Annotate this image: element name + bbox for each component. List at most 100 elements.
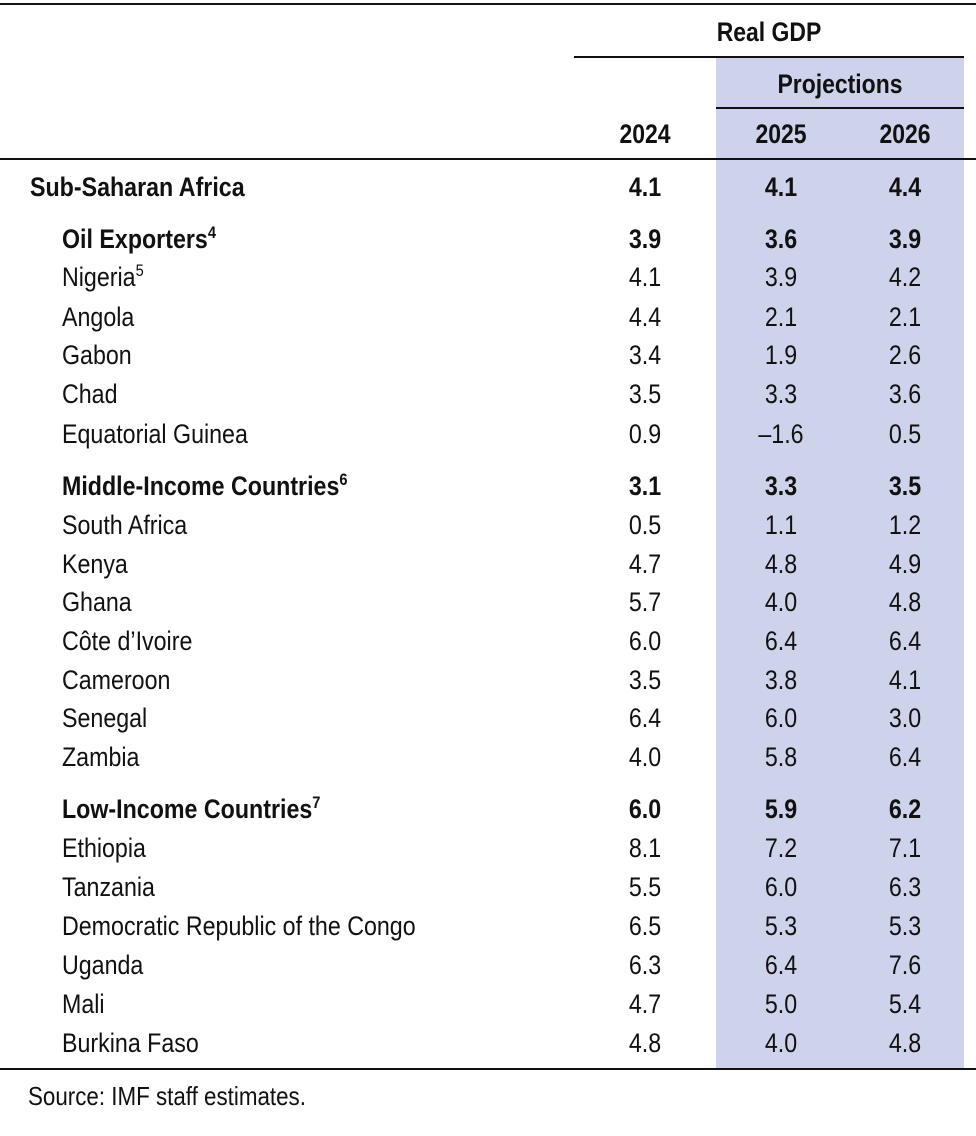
value-2024: 6.3 — [628, 950, 662, 980]
value-2024: 3.1 — [628, 471, 662, 501]
value-2024: 4.1 — [628, 172, 662, 202]
value-2026: 6.4 — [888, 626, 922, 656]
value-2024: 5.7 — [628, 587, 662, 617]
value-2024: 4.1 — [628, 262, 662, 292]
value-2024: 3.9 — [628, 224, 662, 254]
value-2025: 3.3 — [764, 379, 798, 409]
value-2025: 6.0 — [764, 872, 798, 902]
table-row: Mali 4.7 5.0 5.4 — [0, 985, 976, 1024]
value-2026: 5.3 — [888, 911, 922, 941]
year-header-2025: 2025 — [755, 119, 807, 149]
value-2024: 4.7 — [628, 989, 662, 1019]
row-label: Ghana — [62, 587, 132, 617]
value-2024: 4.7 — [628, 549, 662, 579]
table-row-group: Middle-Income Countries6 3.1 3.3 3.5 — [0, 467, 976, 506]
value-2024: 4.4 — [628, 302, 662, 332]
year-header-2026: 2026 — [879, 119, 931, 149]
value-2024: 4.8 — [628, 1028, 662, 1058]
value-2025: 3.9 — [764, 262, 798, 292]
projections-shading — [716, 58, 964, 1070]
row-label: Senegal — [62, 703, 148, 733]
table-row: Cameroon 3.5 3.8 4.1 — [0, 661, 976, 700]
table-row: Gabon 3.4 1.9 2.6 — [0, 336, 976, 375]
value-2024: 5.5 — [628, 872, 662, 902]
value-2025: 5.8 — [764, 742, 798, 772]
table-row: Côte d’Ivoire 6.0 6.4 6.4 — [0, 622, 976, 661]
value-2026: 4.9 — [888, 549, 922, 579]
source-note: Source: IMF staff estimates. — [28, 1081, 306, 1111]
value-2026: 1.2 — [888, 510, 922, 540]
value-2025: 3.6 — [764, 224, 798, 254]
value-2025: 6.4 — [764, 950, 798, 980]
value-2025: 4.8 — [764, 549, 798, 579]
value-2025: 3.8 — [764, 665, 798, 695]
value-2026: 3.0 — [888, 703, 922, 733]
row-label: Democratic Republic of the Congo — [62, 911, 416, 941]
value-2025: 5.9 — [764, 794, 798, 824]
value-2026: 3.6 — [888, 379, 922, 409]
row-label: Tanzania — [62, 872, 155, 902]
value-2026: 0.5 — [888, 419, 922, 449]
value-2024: 0.9 — [628, 419, 662, 449]
row-label: Cameroon — [62, 665, 171, 695]
table-row: Equatorial Guinea 0.9 –1.6 0.5 — [0, 415, 976, 454]
row-label: Uganda — [62, 950, 144, 980]
table-row: Burkina Faso 4.8 4.0 4.8 — [0, 1024, 976, 1063]
value-2026: 3.5 — [888, 471, 922, 501]
table-row: Nigeria5 4.1 3.9 4.2 — [0, 258, 976, 297]
value-2026: 4.2 — [888, 262, 922, 292]
value-2026: 4.8 — [888, 587, 922, 617]
table-row: Democratic Republic of the Congo 6.5 5.3… — [0, 907, 976, 946]
table-row: Ghana 5.7 4.0 4.8 — [0, 583, 976, 622]
projections-header: Projections — [777, 69, 903, 99]
table-row: Ethiopia 8.1 7.2 7.1 — [0, 829, 976, 868]
value-2025: –1.6 — [758, 419, 804, 449]
row-label: Angola — [62, 302, 135, 332]
value-2025: 1.9 — [764, 340, 798, 370]
value-2026: 7.6 — [888, 950, 922, 980]
table-row: Uganda 6.3 6.4 7.6 — [0, 946, 976, 985]
value-2024: 3.4 — [628, 340, 662, 370]
header-bottom-rule — [0, 158, 976, 160]
table-bottom-rule — [0, 1068, 976, 1070]
real-gdp-header: Real GDP — [716, 17, 822, 47]
table-row: Chad 3.5 3.3 3.6 — [0, 375, 976, 414]
row-label: Equatorial Guinea — [62, 419, 248, 449]
table-row: Tanzania 5.5 6.0 6.3 — [0, 868, 976, 907]
value-2026: 6.4 — [888, 742, 922, 772]
table-top-rule — [0, 3, 976, 5]
row-label: Côte d’Ivoire — [62, 626, 193, 656]
value-2024: 3.5 — [628, 665, 662, 695]
row-label: Kenya — [62, 549, 128, 579]
value-2025: 6.4 — [764, 626, 798, 656]
value-2024: 6.0 — [628, 626, 662, 656]
value-2024: 8.1 — [628, 833, 662, 863]
value-2024: 6.0 — [628, 794, 662, 824]
value-2025: 5.0 — [764, 989, 798, 1019]
row-label: Chad — [62, 379, 118, 409]
value-2025: 4.0 — [764, 587, 798, 617]
row-label: Mali — [62, 989, 105, 1019]
value-2026: 3.9 — [888, 224, 922, 254]
value-2026: 6.2 — [888, 794, 922, 824]
value-2025: 2.1 — [764, 302, 798, 332]
row-label: Oil Exporters4 — [62, 223, 216, 254]
table-row-group: Low-Income Countries7 6.0 5.9 6.2 — [0, 790, 976, 829]
value-2026: 2.1 — [888, 302, 922, 332]
value-2025: 3.3 — [764, 471, 798, 501]
row-label: Burkina Faso — [62, 1028, 199, 1058]
value-2024: 0.5 — [628, 510, 662, 540]
value-2026: 6.3 — [888, 872, 922, 902]
table-row-total: Sub-Saharan Africa 4.1 4.1 4.4 — [0, 168, 976, 207]
value-2026: 4.4 — [888, 172, 922, 202]
real-gdp-rule — [574, 56, 964, 58]
table-row-group: Oil Exporters4 3.9 3.6 3.9 — [0, 220, 976, 259]
table-row: Kenya 4.7 4.8 4.9 — [0, 545, 976, 584]
table-row: Zambia 4.0 5.8 6.4 — [0, 738, 976, 777]
value-2026: 5.4 — [888, 989, 922, 1019]
year-header-2024: 2024 — [619, 119, 671, 149]
value-2024: 4.0 — [628, 742, 662, 772]
value-2025: 6.0 — [764, 703, 798, 733]
row-label: Zambia — [62, 742, 140, 772]
row-label: Sub-Saharan Africa — [30, 172, 245, 202]
